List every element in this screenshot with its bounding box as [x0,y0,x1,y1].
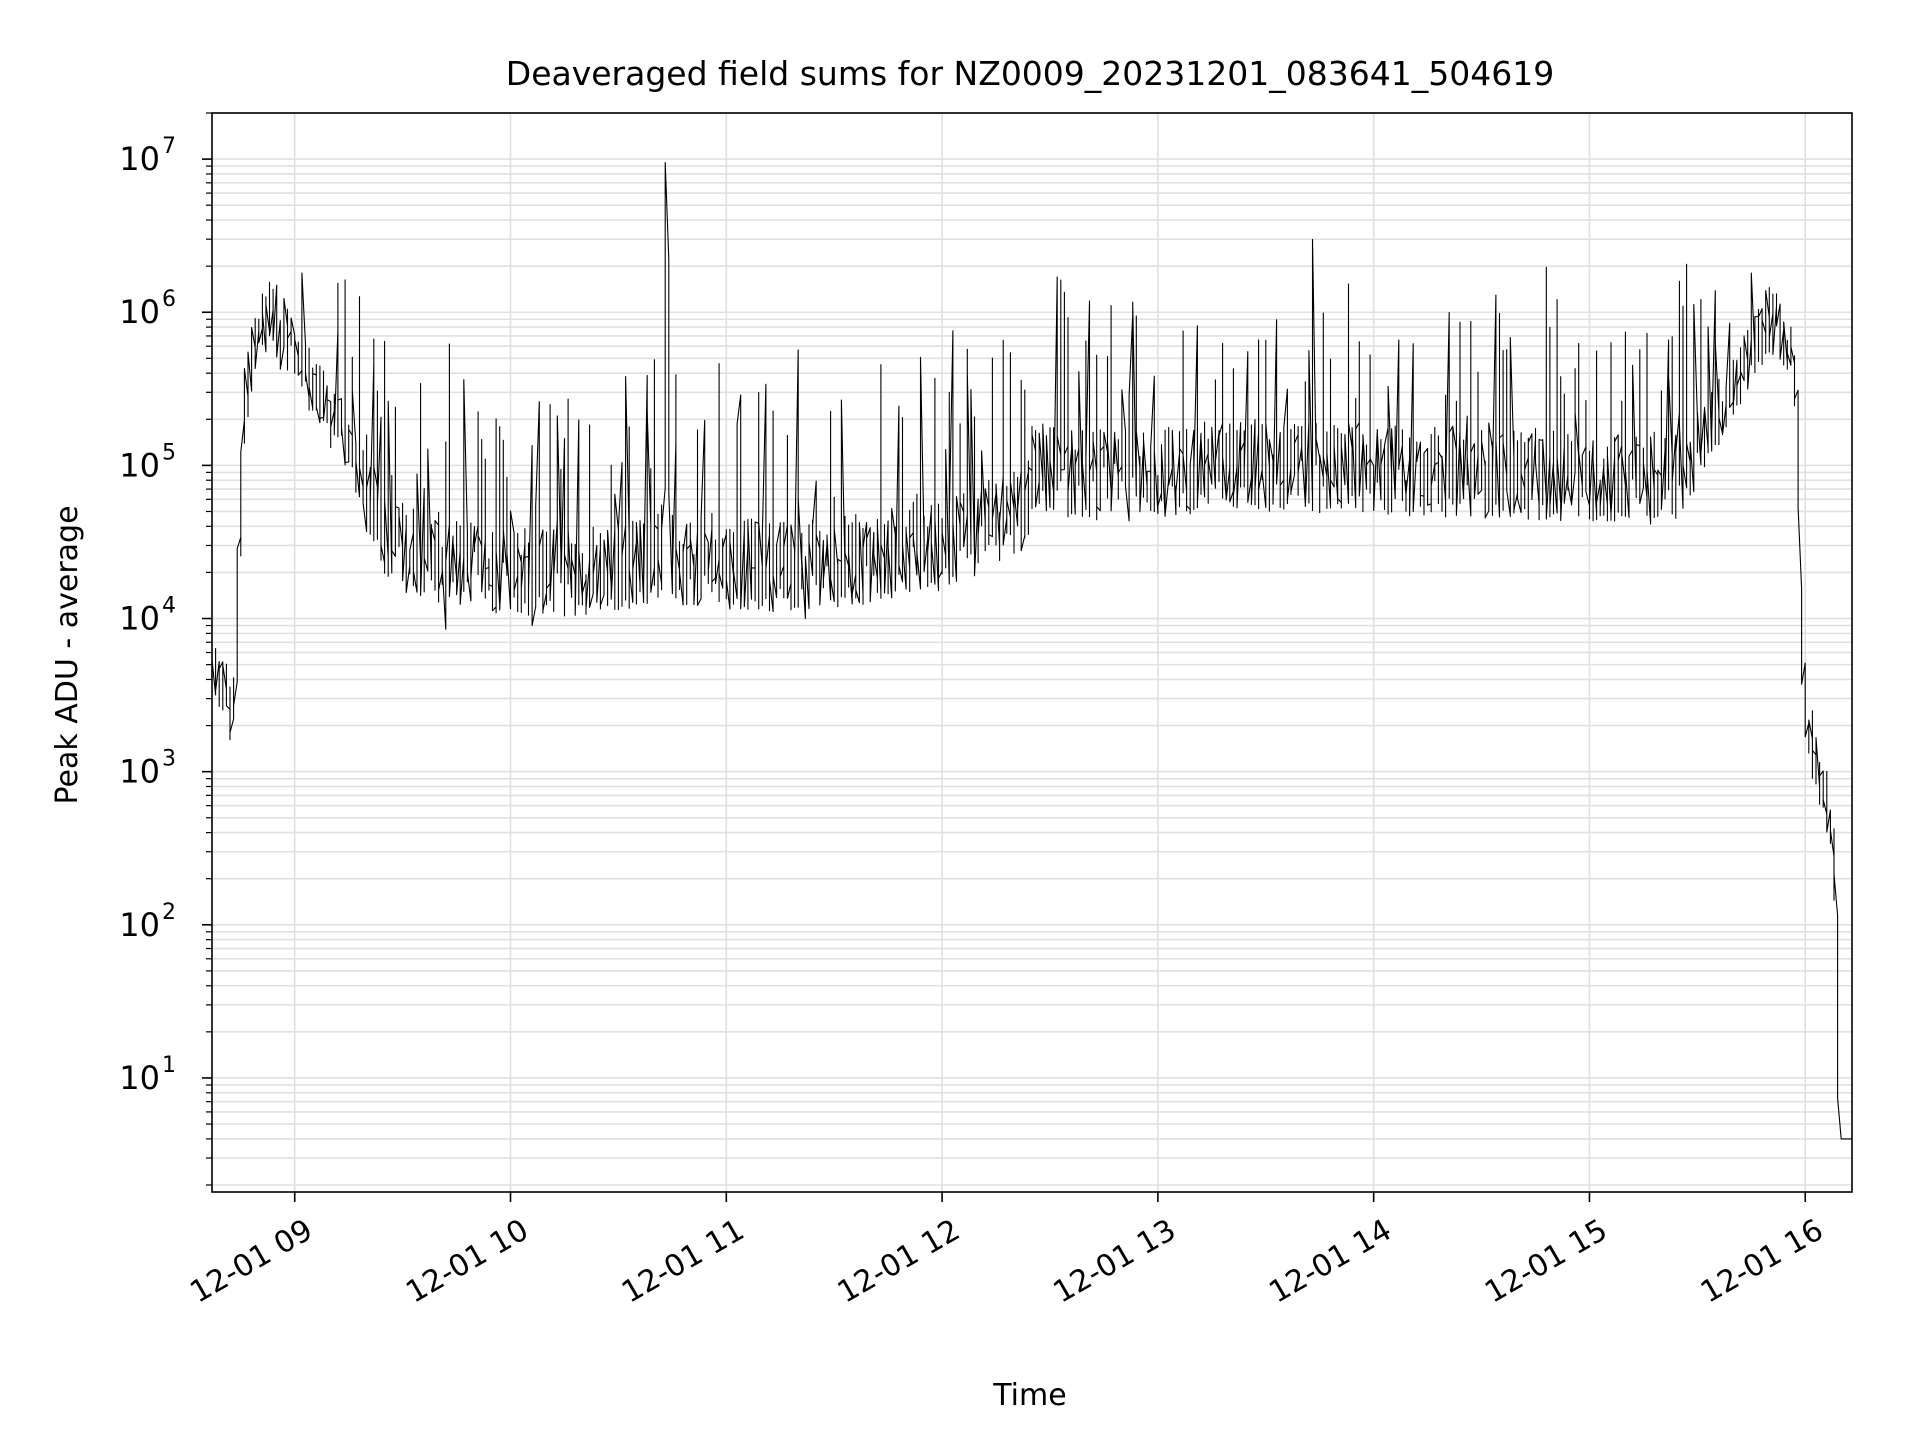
chart-title: Deaveraged field sums for NZ0009_2023120… [506,54,1554,93]
y-tick-label: 10 [119,753,160,791]
y-axis-label: Peak ADU - average [50,505,85,804]
y-tick-label: 10 [119,446,160,484]
y-tick-label: 10 [119,600,160,638]
y-tick-label-exponent: 7 [162,134,176,159]
y-tick-label-exponent: 5 [162,440,176,465]
y-tick-label-exponent: 2 [162,900,176,925]
y-tick-label-exponent: 3 [162,747,176,772]
y-tick-label: 10 [119,906,160,944]
y-tick-label: 10 [119,1059,160,1097]
y-tick-label: 10 [119,293,160,331]
y-tick-label-exponent: 1 [162,1053,176,1078]
y-tick-label-exponent: 4 [162,594,176,619]
y-tick-label-exponent: 6 [162,287,176,312]
y-tick-label: 10 [119,140,160,178]
series-line [211,161,1852,1140]
x-axis-label: Time [992,1378,1066,1413]
